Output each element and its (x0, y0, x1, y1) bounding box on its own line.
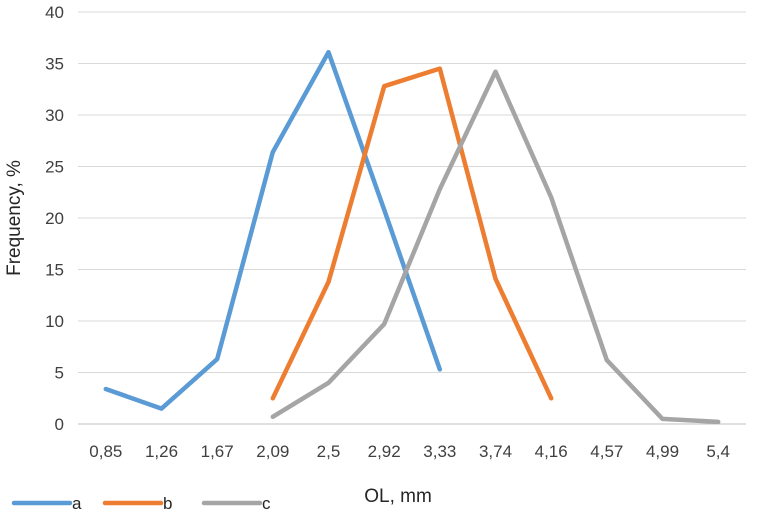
x-tick-label: 4,57 (590, 442, 623, 461)
gridlines (78, 11, 746, 425)
y-tick-label: 5 (55, 364, 64, 383)
y-tick-label: 40 (45, 3, 64, 22)
x-axis-ticks: 0,85 1,26 1,67 2,09 2,5 2,92 3,33 3,74 4,16 4,57 4… (89, 442, 730, 461)
y-tick-label: 15 (45, 261, 64, 280)
y-tick-label: 10 (45, 312, 64, 331)
x-tick-label: 2,5 (317, 442, 341, 461)
x-tick-label: 5,4 (706, 442, 730, 461)
y-axis-ticks: 0 5 10 15 20 25 30 35 40 (45, 3, 64, 434)
legend-label-b: b (163, 494, 172, 513)
x-tick-label: 3,74 (479, 442, 512, 461)
x-tick-label: 4,16 (535, 442, 568, 461)
series-line-a (103, 49, 443, 411)
series-lines (103, 49, 721, 425)
legend-label-a: a (72, 494, 82, 513)
series-line-b (270, 66, 554, 401)
x-tick-label: 4,99 (646, 442, 679, 461)
x-tick-label: 1,26 (145, 442, 178, 461)
series-line-c (270, 69, 721, 425)
y-tick-label: 30 (45, 106, 64, 125)
x-tick-label: 3,33 (423, 442, 456, 461)
y-axis-title: Frequency, % (4, 160, 25, 276)
x-tick-label: 2,09 (256, 442, 289, 461)
x-tick-label: 1,67 (201, 442, 234, 461)
legend-label-c: c (262, 494, 271, 513)
y-tick-label: 35 (45, 55, 64, 74)
y-tick-label: 20 (45, 209, 64, 228)
x-axis-title: OL, mm (364, 486, 432, 507)
x-tick-label: 0,85 (89, 442, 122, 461)
y-tick-label: 25 (45, 158, 64, 177)
y-tick-label: 0 (55, 415, 64, 434)
legend: a b c (11, 494, 271, 513)
x-tick-label: 2,92 (368, 442, 401, 461)
